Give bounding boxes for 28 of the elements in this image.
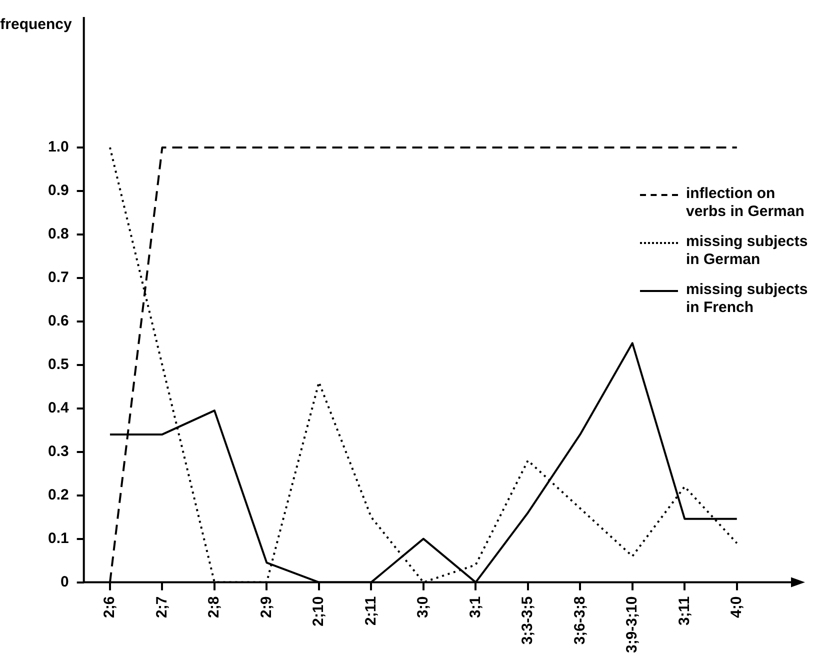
x-tick-label: 3;1: [466, 596, 484, 618]
legend-label: missing subjects in German: [686, 233, 809, 269]
x-tick-label: 3;3-3;5: [519, 596, 536, 645]
y-tick-label: 0.8: [48, 226, 69, 243]
x-tick-label: 2;11: [362, 596, 380, 626]
y-tick-label: 0.9: [48, 182, 69, 200]
y-tick-label: 0.4: [48, 400, 70, 417]
x-tick-label: 2;7: [153, 596, 170, 618]
x-tick-label: 3;6-3;8: [571, 596, 588, 645]
legend-label: inflection on verbs in German: [686, 185, 806, 221]
x-tick-label: 2;9: [258, 596, 275, 618]
x-tick-label: 2;8: [206, 596, 223, 618]
y-tick-label: 0.3: [48, 442, 69, 460]
y-tick-label: 0.6: [48, 312, 69, 330]
x-tick-label: 4;0: [728, 596, 746, 618]
y-tick-label: 0.7: [48, 269, 69, 286]
legend-label: missing subjects in French: [686, 281, 809, 317]
y-tick-label: 1.0: [48, 138, 69, 156]
x-tick-label: 2;10: [310, 596, 328, 626]
x-tick-label: 3;0: [414, 596, 432, 618]
x-tick-label: 3;9-3;10: [624, 596, 641, 654]
y-tick-label: 0.1: [48, 530, 69, 547]
y-tick-label: 0.5: [48, 356, 69, 374]
x-tick-label: 2;6: [101, 596, 118, 618]
y-axis-title: frequency: [0, 16, 72, 34]
y-tick-label: 0.2: [48, 486, 69, 504]
y-tick-label: 0: [60, 573, 69, 590]
x-tick-label: 3;11: [676, 596, 693, 626]
